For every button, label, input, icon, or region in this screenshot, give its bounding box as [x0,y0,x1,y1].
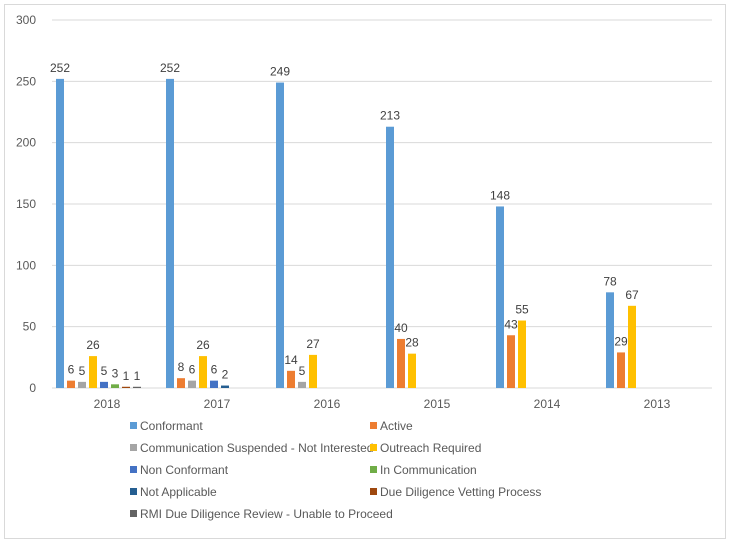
x-axis: 2018 2017 2016 2015 2014 2013 [94,397,671,411]
bar [628,305,636,388]
legend-swatch [130,422,137,429]
data-label: 6 [189,363,196,377]
chart-frame [4,4,726,539]
bar [67,380,75,388]
bar [221,385,229,388]
bar [276,82,284,388]
y-tick-label: 200 [16,136,36,150]
y-axis: 0 50 100 150 200 250 300 [16,13,36,395]
data-label: 14 [284,353,298,367]
bar [287,370,295,388]
data-label: 1 [134,369,141,383]
bar [298,381,306,388]
data-label: 2 [222,368,229,382]
data-label: 6 [211,363,218,377]
bar [111,384,119,388]
legend-label: Outreach Required [380,441,481,455]
bar [122,386,130,388]
data-label: 213 [380,109,400,123]
x-tick-label: 2014 [534,397,561,411]
legend-swatch [370,466,377,473]
legend-swatch [370,488,377,495]
gridlines [52,19,712,389]
legend-swatch [130,510,137,517]
bar [397,338,405,388]
data-label: 5 [299,364,306,378]
data-label: 148 [490,188,510,202]
legend-label: Not Applicable [140,485,217,499]
bar [210,380,218,388]
data-label: 29 [614,334,628,348]
bar [309,354,317,388]
x-tick-label: 2013 [644,397,671,411]
legend-swatch [130,488,137,495]
y-tick-label: 100 [16,258,36,272]
bar [177,378,185,388]
x-tick-label: 2016 [314,397,341,411]
y-tick-label: 50 [23,320,37,334]
legend-label: Conformant [140,419,203,433]
y-tick-label: 150 [16,197,36,211]
bars [56,78,636,388]
bar [166,78,174,388]
data-label: 40 [394,321,408,335]
legend-label: Active [380,419,413,433]
bar [386,126,394,388]
legend-swatch [370,444,377,451]
data-label: 5 [101,364,108,378]
data-label: 43 [504,317,518,331]
legend-label: In Communication [380,463,477,477]
y-tick-label: 250 [16,74,36,88]
bar [56,78,64,388]
legend-label: Communication Suspended - Not Interested [140,441,373,455]
bar [518,320,526,388]
data-label: 26 [196,338,210,352]
bar [78,381,86,388]
bar [199,356,207,388]
data-label: 5 [79,364,86,378]
legend-swatch [130,444,137,451]
data-label: 1 [123,369,130,383]
bar [89,356,97,388]
x-tick-label: 2017 [204,397,231,411]
data-label: 67 [625,288,639,302]
legend-label: Non Conformant [140,463,229,477]
bar [617,352,625,388]
legend-swatch [130,466,137,473]
y-tick-label: 300 [16,13,36,27]
data-label: 249 [270,65,290,79]
data-label: 26 [86,338,100,352]
bar [408,353,416,388]
data-label: 28 [405,336,419,350]
data-label: 6 [68,363,75,377]
data-label: 78 [603,274,617,288]
x-tick-label: 2015 [424,397,451,411]
legend-label: Due Diligence Vetting Process [380,485,541,499]
legend-swatch [370,422,377,429]
data-label: 252 [160,61,180,75]
data-label: 8 [178,360,185,374]
legend-label: RMI Due Diligence Review - Unable to Pro… [140,507,393,521]
bar [188,380,196,388]
data-label: 252 [50,61,70,75]
data-label: 27 [306,337,320,351]
bar [100,381,108,388]
data-label: 55 [515,303,529,317]
bar [507,335,515,388]
legend: Conformant Active Communication Suspended … [130,419,541,521]
bar [606,292,614,388]
bar [133,386,141,388]
x-tick-label: 2018 [94,397,121,411]
data-label: 3 [112,366,119,380]
y-tick-label: 0 [29,381,36,395]
bar [496,206,504,388]
